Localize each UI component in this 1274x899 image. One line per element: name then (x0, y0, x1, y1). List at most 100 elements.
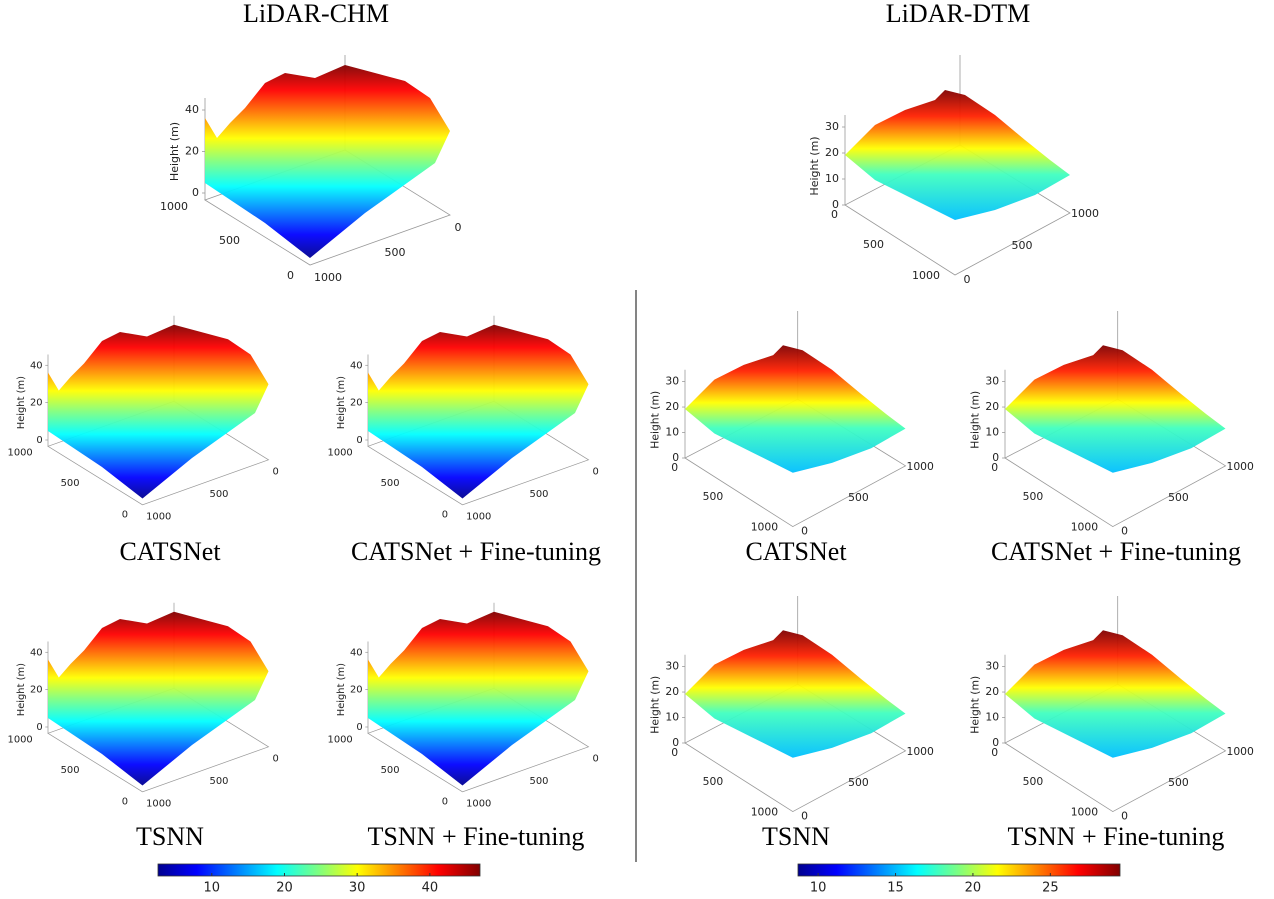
panel-title: TSNN (136, 822, 204, 851)
y-tick-label: 1000 (160, 200, 188, 213)
panel-title: LiDAR-DTM (886, 0, 1030, 28)
colorbar (158, 864, 480, 876)
z-axis-label: Height (m) (336, 663, 347, 716)
x-tick-label: 500 (385, 246, 406, 259)
colorbar-tick-label: 40 (422, 881, 439, 896)
y-tick-label: 0 (831, 208, 838, 221)
y-tick-label: 0 (442, 510, 448, 521)
colorbar-tick-label: 20 (276, 881, 293, 896)
y-tick-label: 500 (381, 765, 400, 776)
surface (845, 90, 1070, 220)
z-tick-label: 30 (825, 120, 839, 133)
x-tick-label: 0 (593, 754, 599, 765)
y-tick-label: 0 (122, 797, 128, 808)
z-axis-label: Height (m) (969, 391, 982, 449)
z-tick-label: 30 (985, 375, 999, 388)
z-axis-label: Height (m) (649, 391, 662, 449)
z-axis-label: Height (m) (336, 376, 347, 429)
surface (48, 325, 269, 499)
z-tick-label: 30 (985, 660, 999, 673)
z-tick-label: 0 (36, 722, 42, 733)
surface (685, 345, 906, 472)
z-tick-label: 40 (185, 103, 199, 116)
panel-title: TSNN (762, 822, 830, 851)
surface (1005, 345, 1226, 472)
y-tick-label: 500 (61, 478, 80, 489)
z-tick-label: 20 (985, 400, 999, 413)
figure: LiDAR-CHM02040Height (m)1000500010005000… (0, 0, 1274, 899)
colorbar-tick-label: 10 (204, 881, 221, 896)
z-tick-label: 30 (665, 660, 679, 673)
z-tick-label: 40 (30, 647, 43, 658)
z-tick-label: 20 (985, 685, 999, 698)
z-tick-label: 20 (665, 685, 679, 698)
panel-title: TSNN + Fine-tuning (368, 822, 585, 851)
surface (368, 612, 589, 786)
y-tick-label: 0 (442, 797, 448, 808)
colorbar (798, 864, 1120, 876)
x-tick-label: 500 (848, 491, 869, 504)
z-tick-label: 20 (185, 145, 199, 158)
x-tick-label: 0 (593, 467, 599, 478)
colorbar-tick-label: 15 (887, 881, 904, 896)
x-tick-label: 1000 (1071, 207, 1099, 220)
surface (48, 612, 269, 786)
y-tick-label: 1000 (912, 269, 940, 282)
z-tick-label: 40 (30, 360, 43, 371)
y-tick-label: 0 (671, 746, 678, 759)
panel-title: LiDAR-CHM (243, 0, 389, 28)
x-tick-label: 0 (273, 754, 279, 765)
panel-title: TSNN + Fine-tuning (1008, 822, 1225, 851)
colorbar-tick-label: 30 (349, 881, 366, 896)
x-tick-label: 0 (273, 467, 279, 478)
y-tick-label: 1000 (1071, 521, 1099, 534)
x-tick-label: 500 (530, 776, 549, 787)
z-tick-label: 10 (665, 711, 679, 724)
z-tick-label: 40 (350, 360, 363, 371)
panel-title: CATSNet (745, 537, 847, 566)
z-axis-label: Height (m) (16, 376, 27, 429)
panel-title: CATSNet (119, 537, 221, 566)
x-tick-label: 1000 (906, 460, 934, 473)
colorbar-tick-label: 10 (810, 881, 827, 896)
y-tick-label: 0 (991, 746, 998, 759)
x-tick-label: 0 (801, 810, 808, 823)
surface (205, 65, 450, 258)
z-axis-label: Height (m) (808, 136, 821, 195)
surface (368, 325, 589, 499)
y-tick-label: 1000 (8, 735, 33, 746)
y-tick-label: 500 (703, 775, 724, 788)
x-tick-label: 1000 (906, 745, 934, 758)
y-tick-label: 1000 (328, 448, 353, 459)
x-tick-label: 0 (455, 221, 462, 234)
surface (1005, 630, 1226, 757)
x-tick-label: 500 (530, 489, 549, 500)
y-tick-label: 500 (703, 490, 724, 503)
y-tick-label: 1000 (1071, 806, 1099, 819)
z-axis-label: Height (m) (16, 663, 27, 716)
surface (685, 630, 906, 757)
x-tick-label: 1000 (146, 512, 171, 523)
colorbar-tick-label: 25 (1042, 881, 1059, 896)
x-tick-label: 500 (1168, 491, 1189, 504)
z-tick-label: 20 (350, 685, 363, 696)
z-tick-label: 0 (36, 435, 42, 446)
z-tick-label: 10 (985, 711, 999, 724)
x-tick-label: 500 (210, 776, 229, 787)
colorbar-tick-label: 20 (965, 881, 982, 896)
z-tick-label: 10 (985, 426, 999, 439)
x-tick-label: 0 (1121, 525, 1128, 538)
z-tick-label: 20 (350, 398, 363, 409)
z-tick-label: 0 (356, 435, 362, 446)
y-tick-label: 1000 (8, 448, 33, 459)
y-tick-label: 500 (61, 765, 80, 776)
z-axis-label: Height (m) (969, 676, 982, 734)
